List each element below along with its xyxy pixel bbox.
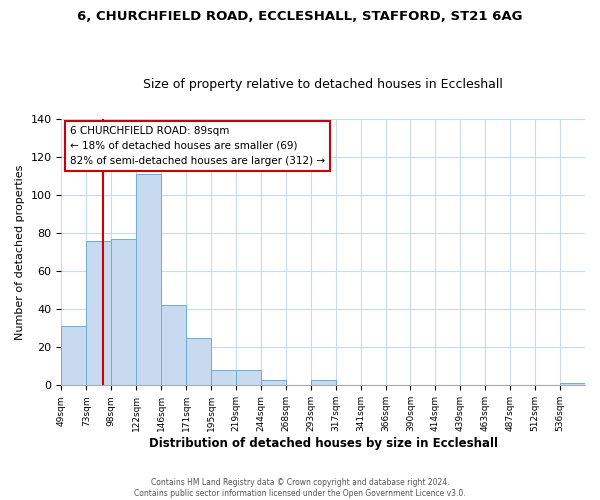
Bar <box>61 326 86 386</box>
Text: 6, CHURCHFIELD ROAD, ECCLESHALL, STAFFORD, ST21 6AG: 6, CHURCHFIELD ROAD, ECCLESHALL, STAFFOR… <box>77 10 523 23</box>
Bar <box>311 380 335 386</box>
Bar <box>136 174 161 386</box>
Y-axis label: Number of detached properties: Number of detached properties <box>15 164 25 340</box>
Bar <box>186 338 211 386</box>
Text: 6 CHURCHFIELD ROAD: 89sqm
← 18% of detached houses are smaller (69)
82% of semi-: 6 CHURCHFIELD ROAD: 89sqm ← 18% of detac… <box>70 126 325 166</box>
Bar <box>261 380 286 386</box>
X-axis label: Distribution of detached houses by size in Eccleshall: Distribution of detached houses by size … <box>149 437 498 450</box>
Bar <box>236 370 261 386</box>
Text: Contains HM Land Registry data © Crown copyright and database right 2024.
Contai: Contains HM Land Registry data © Crown c… <box>134 478 466 498</box>
Bar <box>161 306 186 386</box>
Bar <box>86 240 111 386</box>
Title: Size of property relative to detached houses in Eccleshall: Size of property relative to detached ho… <box>143 78 503 91</box>
Bar <box>111 238 136 386</box>
Bar <box>560 384 585 386</box>
Bar <box>211 370 236 386</box>
